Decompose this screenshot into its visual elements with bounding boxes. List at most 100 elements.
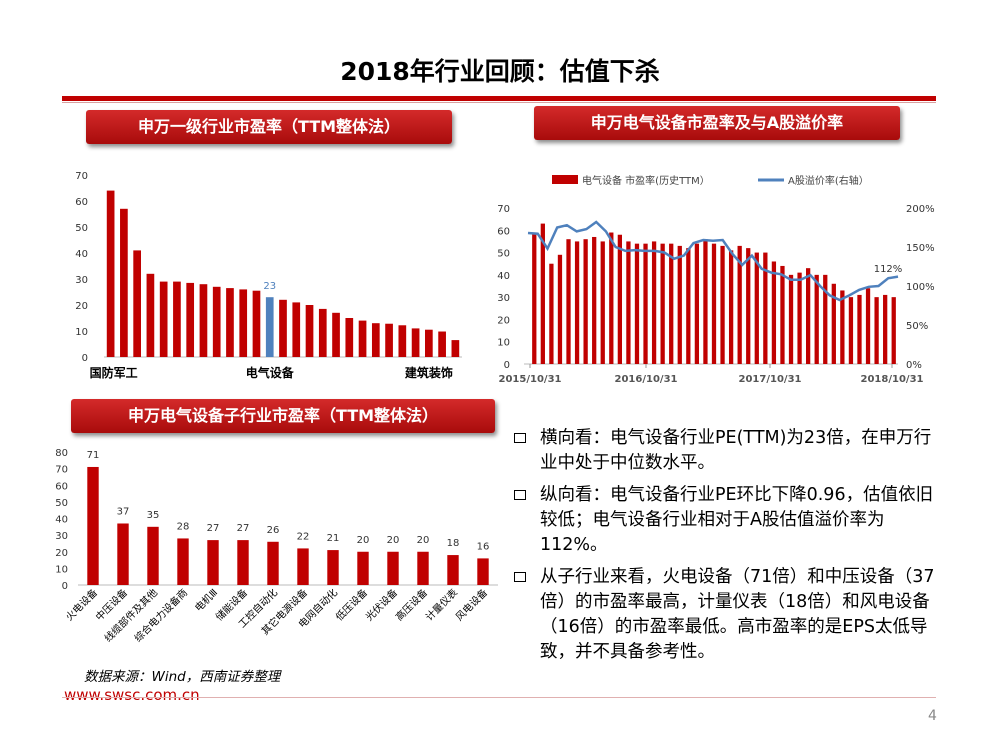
chart3-value-label: 21: [327, 533, 340, 544]
chart1-label: 申万一级行业市盈率（TTM整体法）: [86, 110, 452, 144]
chart2-bar: [720, 245, 725, 364]
chart2-bar: [634, 243, 640, 364]
chart3-bar: [417, 551, 429, 585]
chart3-category-label: 其它电源设备: [259, 586, 311, 638]
chart2-ytick-right: 150%: [906, 243, 935, 254]
chart3-value-label: 20: [417, 535, 430, 546]
chart3-ytick: 20: [55, 548, 68, 559]
chart3-category-label: 火电设备: [63, 586, 100, 623]
chart2-ytick-left: 0: [504, 360, 510, 371]
chart3-value-label: 20: [387, 535, 400, 546]
chart3-ytick: 10: [55, 564, 68, 575]
chart1-ytick: 40: [75, 249, 88, 260]
chart1-bar: [398, 325, 407, 357]
chart3-bar: [297, 548, 309, 585]
chart1-bar: [451, 340, 460, 357]
chart1-category-label: 电气设备: [246, 365, 295, 380]
chart3-category-label: 工控自动化: [236, 586, 281, 631]
page-number: 4: [928, 708, 937, 724]
chart1-bar: [292, 302, 301, 357]
chart1-bar: [212, 286, 221, 357]
bullet-text: 纵向看：电气设备行业PE环比下降0.96，估值依旧较低；电气设备行业相对于A股估…: [540, 485, 934, 555]
chart2-bar: [788, 274, 794, 364]
chart2-bar: [592, 236, 597, 364]
chart3-bar: [87, 466, 99, 585]
chart1-bar: [358, 320, 367, 357]
chart2-bar: [763, 252, 768, 364]
chart1-highlight-label: 23: [263, 281, 276, 292]
chart2-bar: [669, 243, 674, 364]
chart2-bar: [694, 243, 700, 364]
chart3-bar: [147, 526, 159, 585]
chart2-bar: [874, 297, 879, 364]
chart2-xtick: 2018/10/31: [861, 374, 924, 385]
chart3-bar: [237, 540, 249, 585]
chart2-ytick-left: 60: [497, 226, 510, 237]
chart3-ytick: 40: [55, 515, 68, 526]
chart3-category-label: 低压设备: [333, 586, 370, 623]
chart2-bar: [626, 241, 631, 364]
chart2-bar: [771, 261, 777, 364]
chart2-legend-swatch: [552, 175, 578, 184]
chart2-bar: [617, 234, 622, 364]
chart2-bar: [532, 232, 537, 364]
chart2-ytick-right: 0%: [906, 360, 922, 371]
chart2-bar: [583, 239, 588, 364]
chart1-bar: [106, 190, 115, 357]
bullet-item: 纵向看：电气设备行业PE环比下降0.96，估值依旧较低；电气设备行业相对于A股估…: [512, 483, 942, 558]
chart2-label: 申万电气设备市盈率及与A股溢价率: [534, 106, 900, 140]
chart1-ytick: 0: [82, 353, 88, 364]
chart1-bar: [226, 288, 234, 357]
chart3-bar: [117, 523, 129, 585]
chart1-bar: [371, 323, 380, 357]
chart1-bar: [438, 331, 446, 357]
chart1-bar: [199, 284, 208, 357]
chart1-category-label: 建筑装饰: [404, 365, 453, 380]
bullet-list: 横向看：电气设备行业PE(TTM)为23倍，在申万行业中处于中位数水平。 纵向看…: [512, 426, 942, 672]
chart2-bar: [728, 250, 734, 364]
chart2-xtick: 2015/10/31: [499, 374, 562, 385]
chart3-label: 申万电气设备子行业市盈率（TTM整体法）: [71, 399, 495, 433]
chart1-bar: [305, 305, 314, 357]
chart2-bar: [814, 274, 819, 364]
chart1-bar: [425, 329, 433, 357]
chart2-bar: [609, 232, 614, 364]
chart1-bar: [133, 250, 141, 357]
chart1-ytick: 10: [75, 327, 88, 338]
checkbox-icon: [514, 490, 526, 500]
chart1-ytick: 50: [75, 223, 88, 234]
chart3-bar: [177, 538, 189, 585]
site-link[interactable]: www.swsc.com.cn: [64, 686, 200, 704]
chart3-category-label: 计量仪表: [423, 586, 460, 623]
chart2-bar: [831, 283, 836, 364]
chart1-bar: [265, 297, 274, 357]
chart3-ytick: 70: [55, 465, 68, 476]
chart1-bar: [318, 308, 327, 357]
chart2-bar: [600, 241, 605, 364]
chart3-ytick: 50: [55, 498, 68, 509]
chart2-bar: [549, 263, 554, 364]
chart2-premium-line: [527, 220, 899, 302]
chart2-ytick-right: 200%: [906, 204, 935, 215]
chart2-bar: [857, 294, 862, 364]
chart1-bar: [120, 208, 128, 357]
chart2-bar: [754, 252, 759, 364]
chart2-ytick-left: 70: [497, 204, 510, 215]
chart1-bar: [411, 328, 420, 357]
chart2-xtick: 2016/10/31: [615, 374, 678, 385]
chart3-bar: [267, 541, 279, 585]
chart3-category-label: 综合电力设备商: [131, 586, 190, 645]
chart3-value-label: 27: [207, 523, 220, 534]
chart3-value-label: 28: [177, 521, 190, 532]
chart1-bar: [173, 281, 181, 357]
chart3-value-label: 22: [297, 531, 310, 542]
chart3-ytick: 60: [55, 481, 68, 492]
chart3-category-label: 线缆部件及其他: [101, 586, 160, 645]
chart2-bar: [891, 297, 896, 364]
chart2-bar: [797, 272, 802, 364]
chart2-bar: [746, 248, 751, 364]
chart1-bar: [385, 323, 393, 357]
chart1-bar: [345, 318, 354, 357]
chart3-value-label: 20: [357, 535, 370, 546]
chart3-ytick: 0: [62, 581, 68, 592]
